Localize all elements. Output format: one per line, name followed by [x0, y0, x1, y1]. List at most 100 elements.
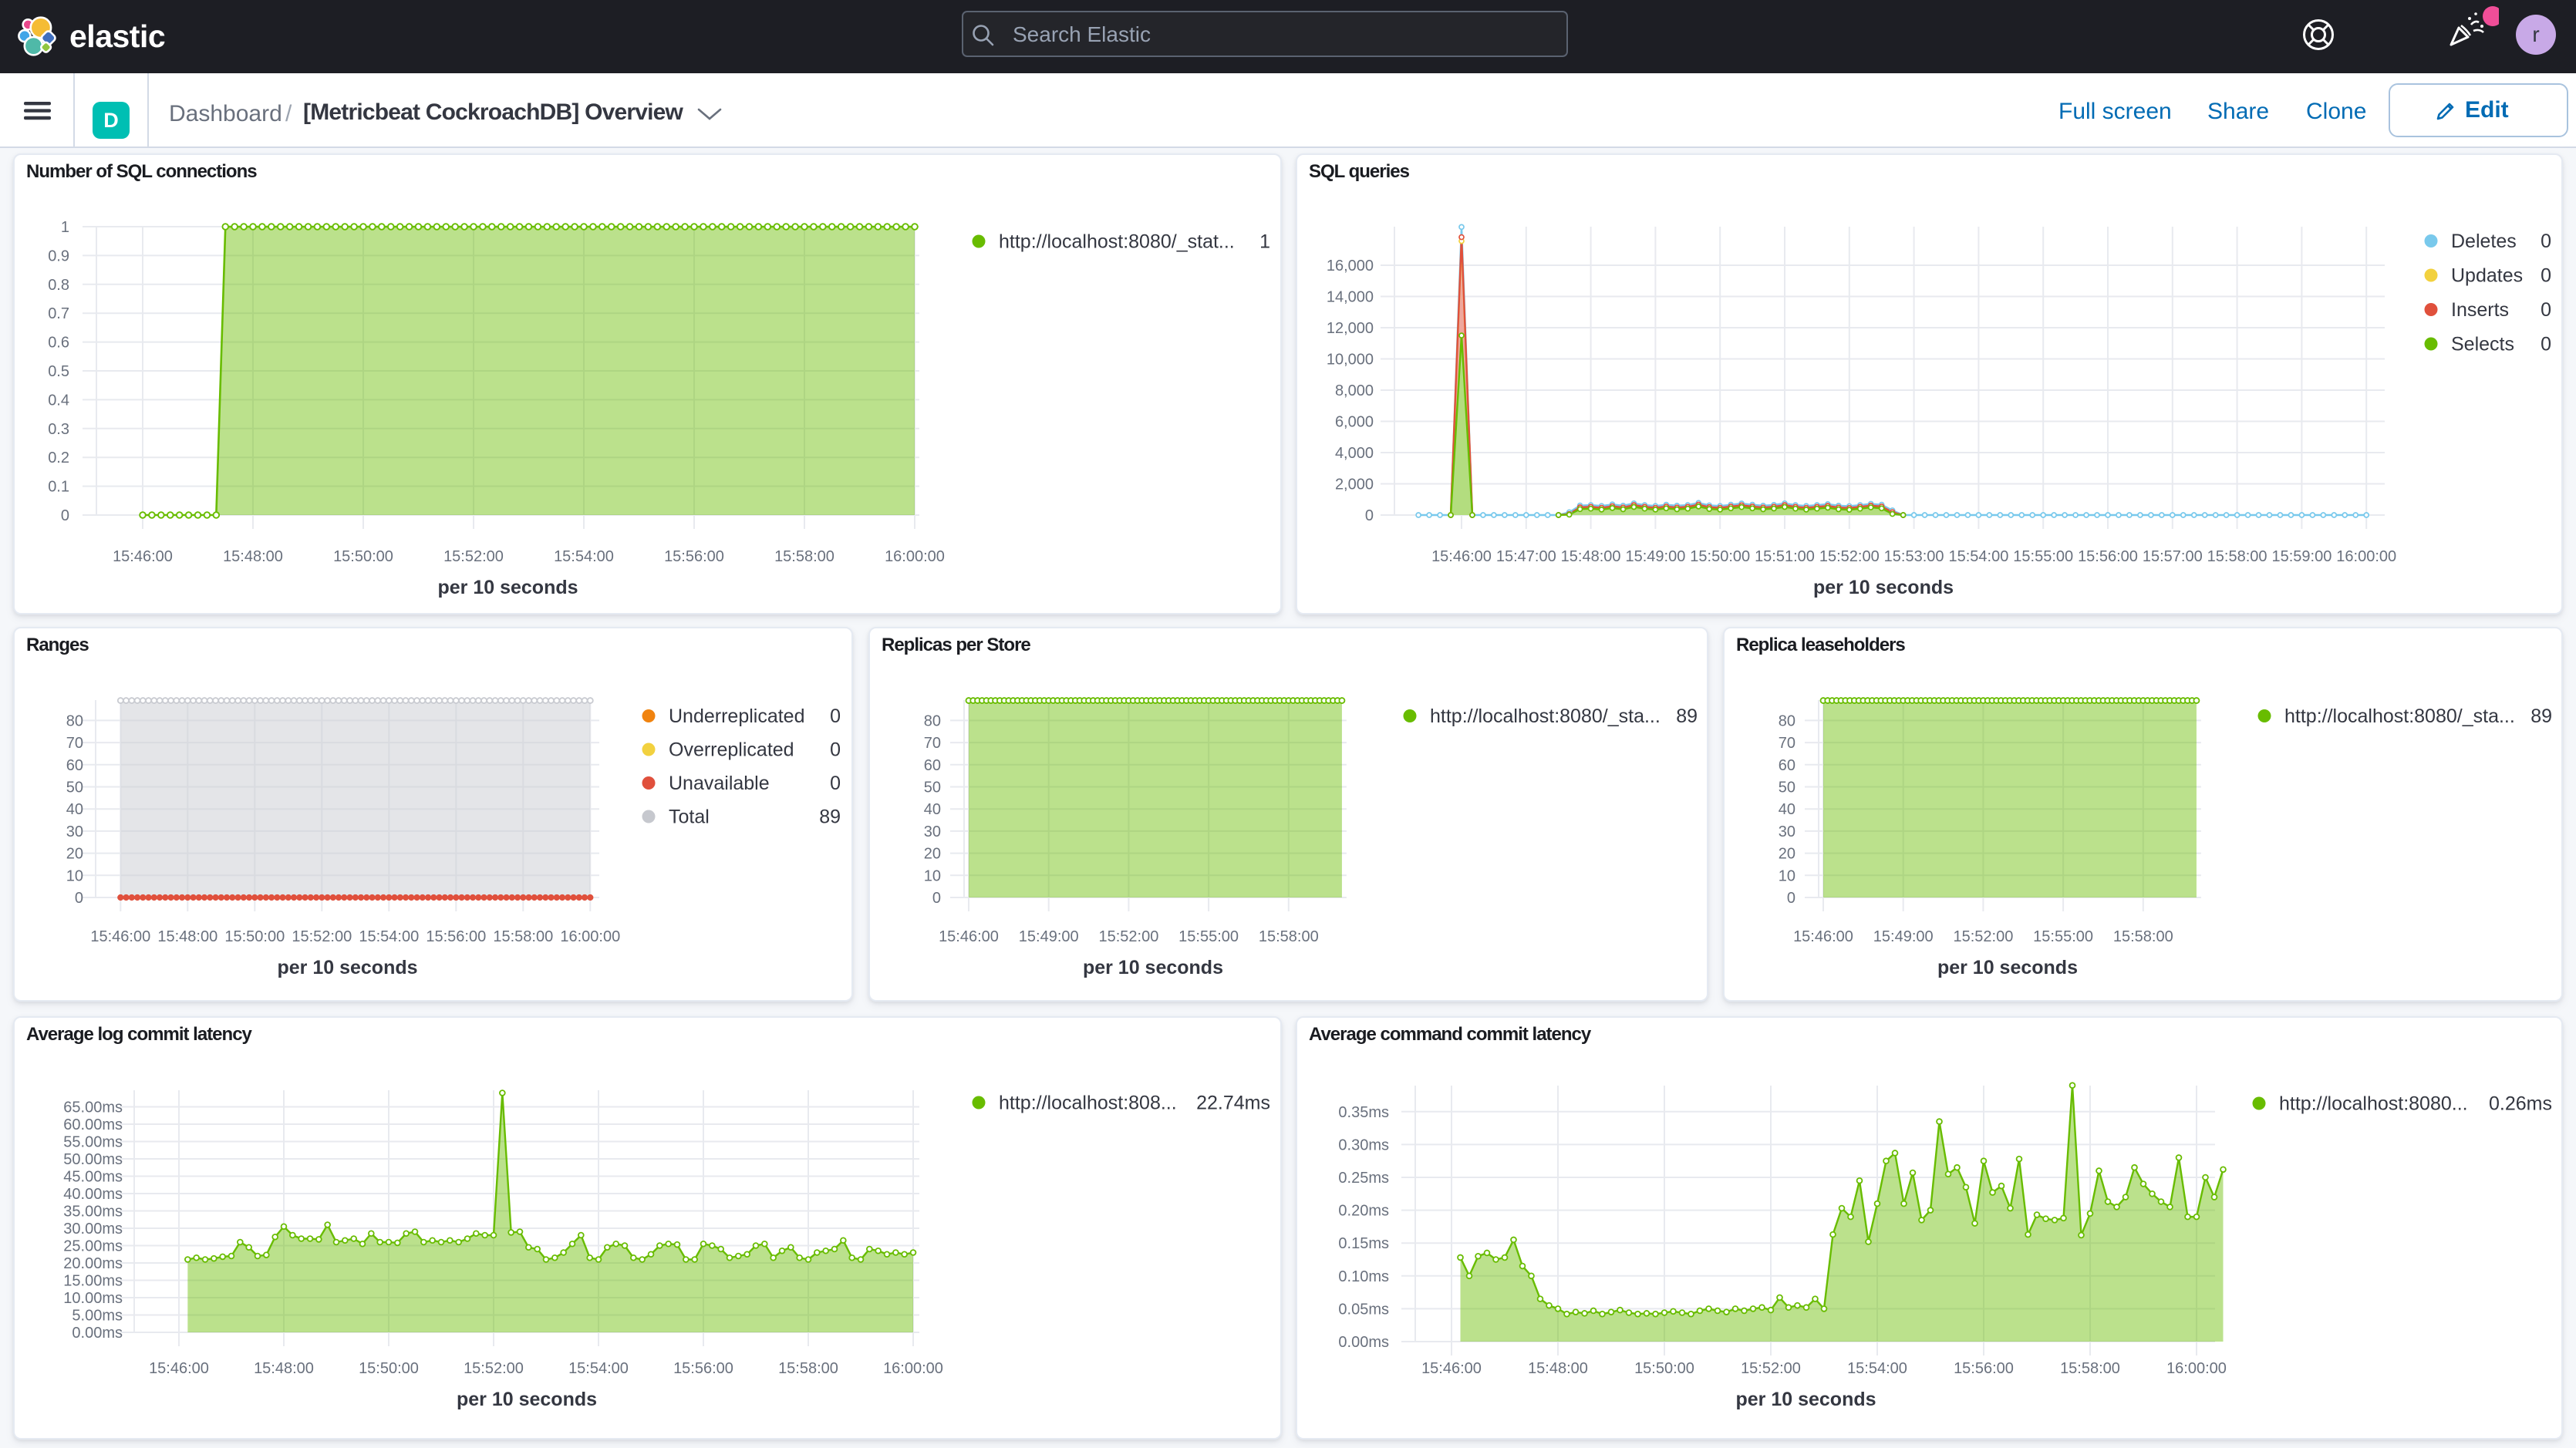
svg-text:60.00ms: 60.00ms: [63, 1116, 123, 1133]
svg-text:0.00ms: 0.00ms: [72, 1325, 123, 1342]
svg-text:15:52:00: 15:52:00: [1098, 928, 1158, 945]
svg-text:8,000: 8,000: [1335, 382, 1374, 399]
svg-text:80: 80: [924, 712, 941, 729]
svg-text:0.05ms: 0.05ms: [1338, 1301, 1389, 1318]
svg-text:55.00ms: 55.00ms: [63, 1134, 123, 1151]
svg-text:60: 60: [924, 757, 941, 774]
svg-text:15:57:00: 15:57:00: [2143, 548, 2203, 565]
svg-text:65.00ms: 65.00ms: [63, 1099, 123, 1116]
svg-text:15:54:00: 15:54:00: [1847, 1360, 1907, 1377]
svg-text:15:52:00: 15:52:00: [1819, 548, 1880, 565]
svg-text:22.74ms: 22.74ms: [1196, 1093, 1270, 1114]
svg-text:14,000: 14,000: [1327, 289, 1374, 306]
svg-text:15:56:00: 15:56:00: [2078, 548, 2138, 565]
svg-text:0.9: 0.9: [48, 248, 69, 264]
svg-text:0.4: 0.4: [48, 392, 69, 409]
svg-text:0: 0: [2541, 334, 2551, 355]
svg-text:http://localhost:808...: http://localhost:808...: [999, 1093, 1177, 1114]
svg-text:80: 80: [1779, 712, 1795, 729]
svg-text:15:46:00: 15:46:00: [1431, 548, 1492, 565]
svg-text:15:49:00: 15:49:00: [1019, 928, 1079, 945]
svg-text:30: 30: [924, 823, 941, 840]
svg-text:89: 89: [1676, 705, 1698, 727]
svg-text:15:46:00: 15:46:00: [113, 548, 173, 565]
svg-text:15:52:00: 15:52:00: [443, 548, 504, 565]
svg-text:5.00ms: 5.00ms: [72, 1308, 123, 1325]
svg-text:15:54:00: 15:54:00: [568, 1360, 629, 1377]
svg-text:0.5: 0.5: [48, 363, 69, 380]
svg-text:15:46:00: 15:46:00: [149, 1360, 209, 1377]
svg-text:15:48:00: 15:48:00: [1528, 1360, 1588, 1377]
svg-text:1: 1: [1259, 231, 1270, 253]
svg-text:15:48:00: 15:48:00: [254, 1360, 314, 1377]
svg-text:15:51:00: 15:51:00: [1755, 548, 1815, 565]
svg-text:15:48:00: 15:48:00: [223, 548, 283, 565]
svg-text:1: 1: [61, 219, 69, 236]
svg-text:per 10 seconds: per 10 seconds: [277, 957, 417, 978]
svg-text:15:58:00: 15:58:00: [778, 1360, 838, 1377]
svg-text:15:55:00: 15:55:00: [1178, 928, 1239, 945]
svg-text:0.25ms: 0.25ms: [1338, 1170, 1389, 1187]
svg-text:Underreplicated: Underreplicated: [669, 705, 805, 727]
svg-text:70: 70: [66, 735, 83, 752]
svg-text:15:56:00: 15:56:00: [673, 1360, 733, 1377]
svg-text:16:00:00: 16:00:00: [885, 548, 945, 565]
svg-text:10,000: 10,000: [1327, 352, 1374, 369]
svg-text:40: 40: [924, 801, 941, 818]
svg-text:10: 10: [1779, 867, 1795, 884]
svg-text:0: 0: [2541, 265, 2551, 287]
svg-text:15:55:00: 15:55:00: [2013, 548, 2073, 565]
svg-text:15:52:00: 15:52:00: [464, 1360, 524, 1377]
svg-text:15:46:00: 15:46:00: [939, 928, 999, 945]
svg-text:15:55:00: 15:55:00: [2033, 928, 2093, 945]
svg-text:10.00ms: 10.00ms: [63, 1290, 123, 1307]
svg-text:http://localhost:8080/_stat...: http://localhost:8080/_stat...: [999, 231, 1235, 253]
svg-text:15:48:00: 15:48:00: [1561, 548, 1621, 565]
svg-text:50: 50: [924, 780, 941, 796]
svg-text:0: 0: [2541, 299, 2551, 321]
svg-text:15:46:00: 15:46:00: [1421, 1360, 1482, 1377]
svg-text:Overreplicated: Overreplicated: [669, 739, 794, 761]
svg-text:http://localhost:8080/_sta...: http://localhost:8080/_sta...: [1430, 705, 1661, 727]
svg-text:30.00ms: 30.00ms: [63, 1221, 123, 1238]
svg-text:0: 0: [1787, 890, 1795, 907]
svg-text:15:48:00: 15:48:00: [157, 928, 217, 945]
svg-text:15:58:00: 15:58:00: [2207, 548, 2267, 565]
svg-text:Updates: Updates: [2451, 265, 2523, 287]
svg-text:0: 0: [830, 739, 841, 761]
svg-text:per 10 seconds: per 10 seconds: [1083, 957, 1223, 978]
svg-text:20: 20: [1779, 846, 1795, 863]
svg-text:Total: Total: [669, 807, 710, 828]
svg-text:Selects: Selects: [2451, 334, 2514, 355]
svg-text:15:54:00: 15:54:00: [1948, 548, 2008, 565]
svg-text:70: 70: [924, 735, 941, 752]
svg-text:16,000: 16,000: [1327, 258, 1374, 274]
svg-text:15:47:00: 15:47:00: [1496, 548, 1556, 565]
svg-text:0: 0: [1365, 507, 1374, 524]
svg-text:15:52:00: 15:52:00: [1953, 928, 2013, 945]
svg-text:15:50:00: 15:50:00: [224, 928, 285, 945]
svg-text:0.3: 0.3: [48, 421, 69, 438]
svg-text:0.1: 0.1: [48, 479, 69, 496]
svg-text:50.00ms: 50.00ms: [63, 1151, 123, 1168]
svg-text:15:58:00: 15:58:00: [774, 548, 835, 565]
svg-text:15:52:00: 15:52:00: [1741, 1360, 1801, 1377]
svg-text:15:50:00: 15:50:00: [333, 548, 393, 565]
svg-text:89: 89: [819, 807, 841, 828]
svg-text:0: 0: [830, 705, 841, 727]
svg-text:0.20ms: 0.20ms: [1338, 1203, 1389, 1220]
svg-text:0.35ms: 0.35ms: [1338, 1104, 1389, 1121]
svg-text:4,000: 4,000: [1335, 445, 1374, 462]
svg-text:15:58:00: 15:58:00: [2113, 928, 2173, 945]
svg-text:10: 10: [924, 867, 941, 884]
svg-text:15:58:00: 15:58:00: [493, 928, 553, 945]
svg-text:Unavailable: Unavailable: [669, 773, 770, 794]
svg-text:0.15ms: 0.15ms: [1338, 1235, 1389, 1252]
svg-text:15:52:00: 15:52:00: [292, 928, 352, 945]
svg-text:16:00:00: 16:00:00: [2166, 1360, 2227, 1377]
svg-text:35.00ms: 35.00ms: [63, 1204, 123, 1221]
svg-text:15:56:00: 15:56:00: [664, 548, 724, 565]
svg-text:45.00ms: 45.00ms: [63, 1169, 123, 1186]
svg-text:50: 50: [66, 780, 83, 796]
svg-text:12,000: 12,000: [1327, 320, 1374, 337]
